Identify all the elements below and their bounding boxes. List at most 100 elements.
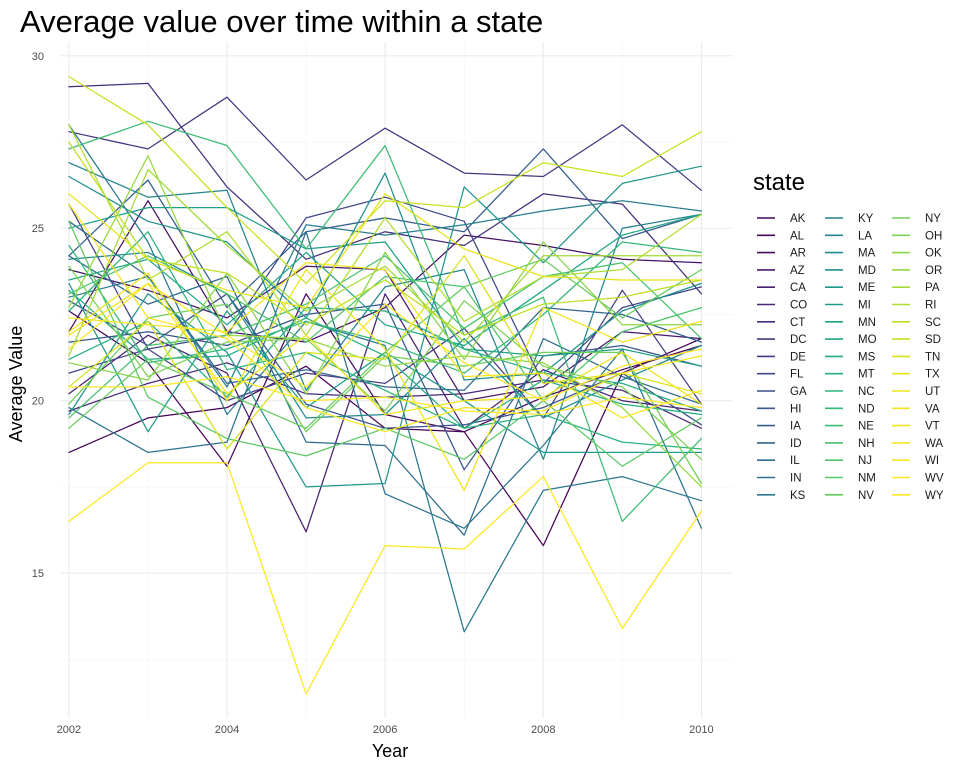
legend-label: KS	[790, 490, 806, 502]
y-tick-label: 15	[32, 568, 44, 580]
legend-label: WI	[925, 455, 939, 467]
legend-item-ak: AK	[757, 213, 806, 225]
legend-item-wv: WV	[892, 473, 944, 485]
legend-label: OK	[925, 248, 942, 260]
legend-item-wy: WY	[892, 490, 944, 502]
x-tick-label: 2006	[373, 724, 397, 736]
legend-item-ms: MS	[825, 351, 876, 363]
legend-item-ar: AR	[757, 248, 806, 260]
legend-label: IL	[790, 455, 800, 467]
legend-item-ct: CT	[757, 317, 805, 329]
legend-items: AK AL AR AZ CA CO CT DC DE FL GA HI IA ID IL IN KS KY LA MA…	[757, 213, 944, 502]
legend-label: RI	[925, 300, 937, 312]
legend-label: AZ	[790, 265, 805, 277]
legend-label: ND	[858, 403, 875, 415]
legend-item-nj: NJ	[825, 455, 872, 467]
legend-label: NY	[925, 213, 941, 225]
legend-item-sc: SC	[892, 317, 941, 329]
legend-label: UT	[925, 386, 940, 398]
legend-label: LA	[858, 230, 872, 242]
legend-item-tx: TX	[892, 369, 940, 381]
series-line-ks	[68, 124, 703, 633]
legend-label: SD	[925, 334, 941, 346]
legend-item-ut: UT	[892, 386, 940, 398]
legend-item-nc: NC	[825, 386, 875, 398]
series-line-wi	[68, 462, 703, 695]
legend-label: CO	[790, 300, 807, 312]
legend-label: VT	[925, 421, 940, 433]
legend-item-md: MD	[825, 265, 876, 277]
series-line-nh	[68, 255, 703, 419]
legend-item-nm: NM	[825, 473, 876, 485]
series-line-il	[68, 255, 703, 536]
legend-item-or: OR	[892, 265, 942, 277]
series-line-md	[68, 172, 703, 381]
series-line-in	[68, 231, 703, 529]
legend-label: NH	[858, 438, 875, 450]
legend-label: VA	[925, 403, 940, 415]
legend-item-ky: KY	[825, 213, 874, 225]
legend-label: NV	[858, 490, 874, 502]
x-tick-label: 2004	[215, 724, 239, 736]
legend-label: WA	[925, 438, 943, 450]
legend-item-ok: OK	[892, 248, 942, 260]
y-axis-ticks: 15 20 25 30	[32, 51, 44, 580]
series-line-nv	[68, 258, 703, 429]
series-line-wv	[68, 375, 703, 416]
x-tick-label: 2008	[531, 724, 555, 736]
legend-label: NM	[858, 473, 876, 485]
legend-item-ma: MA	[825, 248, 876, 260]
legend-item-wa: WA	[892, 438, 943, 450]
legend-item-va: VA	[892, 403, 940, 415]
series-line-id	[68, 220, 703, 391]
legend-label: MA	[858, 248, 876, 260]
series-line-ne	[68, 120, 703, 523]
legend-label: MO	[858, 334, 877, 346]
series-line-sd	[68, 75, 703, 285]
legend-item-in: IN	[757, 473, 802, 485]
legend-item-mt: MT	[825, 369, 875, 381]
legend-label: MN	[858, 317, 876, 329]
series-line-tn	[68, 255, 703, 450]
legend-label: MI	[858, 300, 871, 312]
legend-label: HI	[790, 403, 802, 415]
series-line-mn	[68, 206, 703, 367]
plot-lines	[68, 75, 703, 695]
legend-item-ia: IA	[757, 421, 801, 433]
legend-item-mn: MN	[825, 317, 876, 329]
legend-label: NC	[858, 386, 875, 398]
legend-item-il: IL	[757, 455, 800, 467]
legend-item-az: AZ	[757, 265, 805, 277]
series-line-sc	[68, 141, 703, 336]
series-line-ca	[68, 293, 703, 533]
legend-item-mi: MI	[825, 300, 871, 312]
y-tick-label: 20	[32, 396, 44, 408]
legend-label: CT	[790, 317, 805, 329]
legend-label: MD	[858, 265, 876, 277]
legend-label: ME	[858, 282, 876, 294]
legend-item-oh: OH	[892, 230, 942, 242]
legend-label: IA	[790, 421, 801, 433]
legend-item-fl: FL	[757, 369, 804, 381]
series-line-ct	[68, 82, 703, 295]
legend-item-sd: SD	[892, 334, 941, 346]
legend-item-pa: PA	[892, 282, 940, 294]
legend-label: GA	[790, 386, 807, 398]
legend-label: PA	[925, 282, 940, 294]
legend-item-nd: ND	[825, 403, 875, 415]
legend-item-mo: MO	[825, 334, 877, 346]
legend-label: ID	[790, 438, 802, 450]
y-axis-title: Average Value	[6, 326, 26, 442]
legend-item-wi: WI	[892, 455, 939, 467]
legend-label: AR	[790, 248, 806, 260]
legend-item-de: DE	[757, 351, 806, 363]
legend-label: WY	[925, 490, 944, 502]
series-line-wy	[68, 282, 703, 402]
legend-label: IN	[790, 473, 802, 485]
legend-item-ca: CA	[757, 282, 806, 294]
series-line-va	[68, 282, 703, 416]
legend-label: DC	[790, 334, 807, 346]
legend-label: NE	[858, 421, 874, 433]
series-line-ar	[68, 200, 703, 343]
